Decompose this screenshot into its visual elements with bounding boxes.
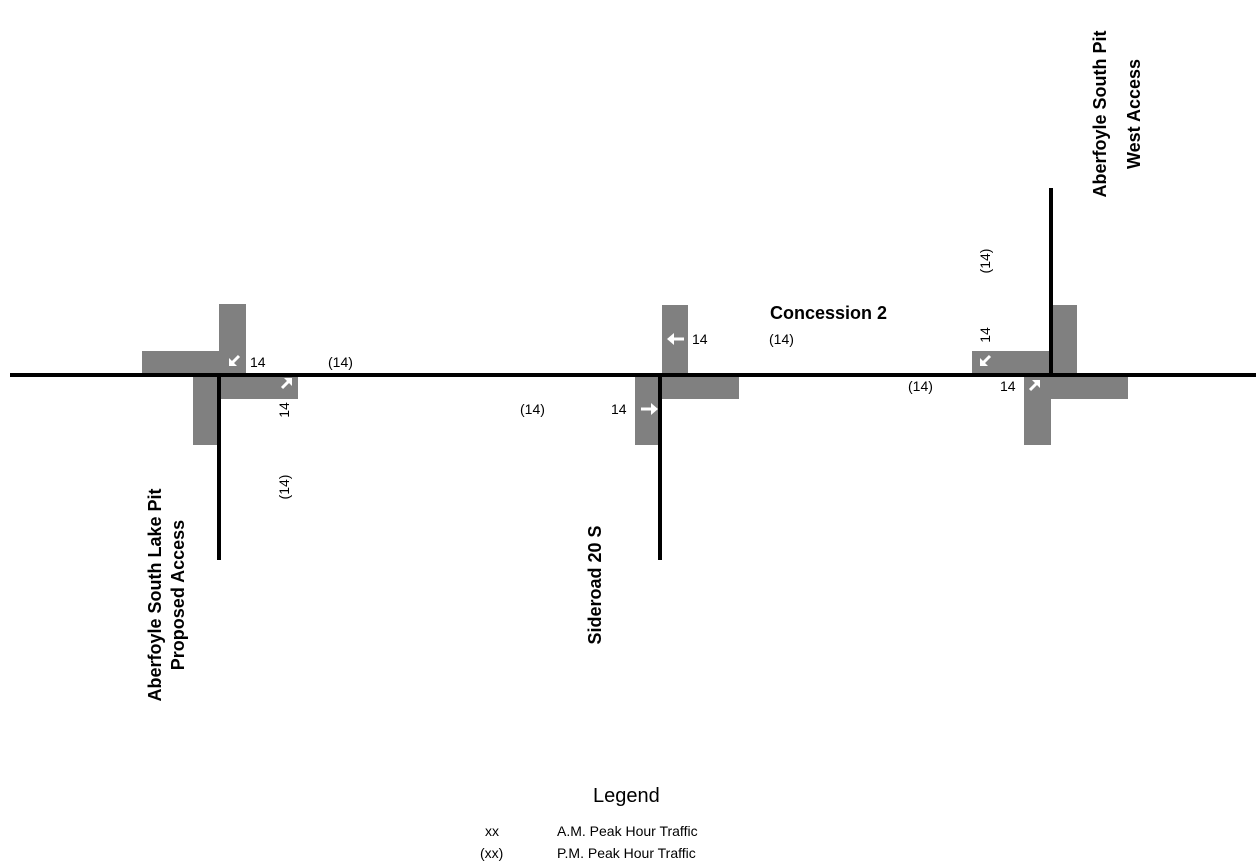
volume-pm: (14) (276, 475, 292, 500)
sideroad-20s-label: Sideroad 20 S (585, 525, 605, 644)
legend-am-symbol: xx (485, 823, 499, 839)
volume-am: 14 (1000, 378, 1016, 394)
volume-pm: (14) (328, 354, 353, 370)
volume-pm: (14) (769, 331, 794, 347)
legend-am-label: A.M. Peak Hour Traffic (557, 823, 698, 839)
arrow-down-left-icon (229, 354, 241, 366)
lane-block (1051, 375, 1128, 399)
arrow-down-left-icon (980, 354, 992, 366)
volume-am: 14 (276, 402, 292, 418)
volume-pm: (14) (908, 378, 933, 394)
lane-block (193, 375, 219, 445)
west-access-label-line1: Aberfoyle South Pit (1090, 30, 1110, 197)
concession-2-label: Concession 2 (770, 303, 887, 323)
legend: Legend xx A.M. Peak Hour Traffic (xx) P.… (480, 785, 698, 861)
arrow-right-icon (641, 403, 658, 415)
volume-am: 14 (977, 327, 993, 343)
volume-am: 14 (692, 331, 708, 347)
proposed-access-label-line2: Proposed Access (168, 520, 188, 670)
legend-pm-label: P.M. Peak Hour Traffic (557, 845, 696, 861)
volume-am: 14 (250, 354, 266, 370)
proposed-access-label-line1: Aberfoyle South Lake Pit (145, 488, 165, 701)
lane-block (660, 375, 739, 399)
arrow-left-icon (667, 333, 684, 345)
legend-title: Legend (593, 785, 660, 807)
west-access-label-line2: West Access (1124, 59, 1144, 169)
volume-pm: (14) (520, 401, 545, 417)
lane-block (1024, 375, 1051, 445)
volume-pm: (14) (977, 249, 993, 274)
legend-pm-symbol: (xx) (480, 845, 503, 861)
roads (10, 188, 1256, 560)
lane-block (142, 351, 246, 375)
lane-block (972, 351, 1077, 375)
volume-am: 14 (611, 401, 627, 417)
arrow-up-right-icon (1028, 380, 1040, 392)
arrow-up-right-icon (280, 378, 292, 390)
